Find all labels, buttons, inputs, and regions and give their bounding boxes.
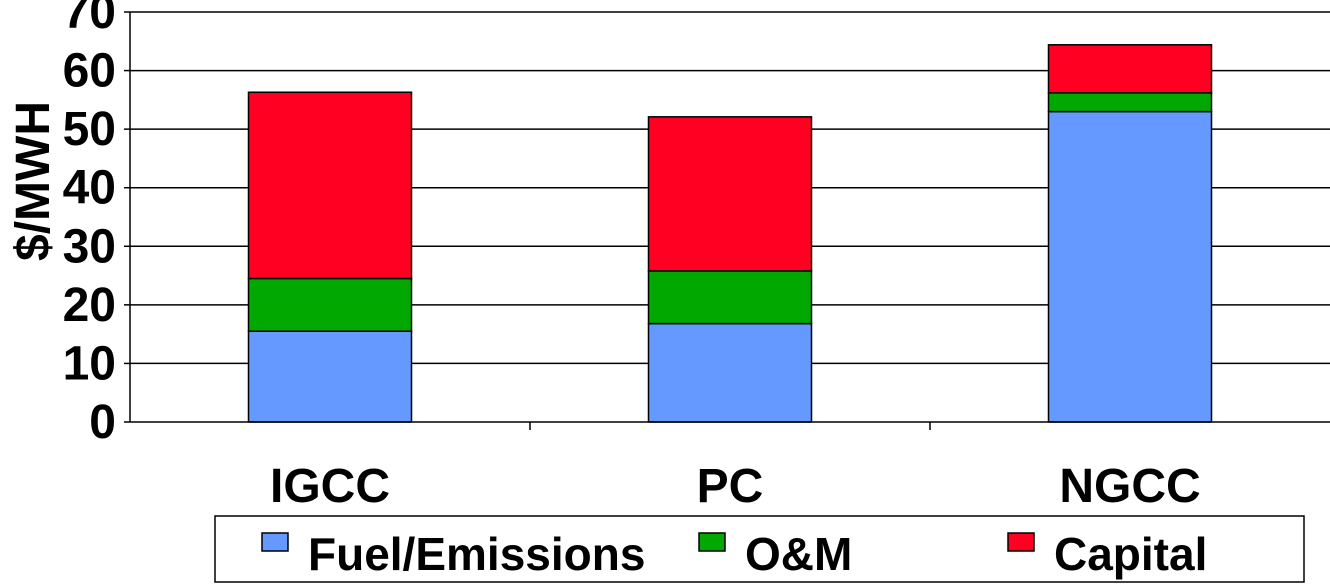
x-tick-label: IGCC (270, 460, 390, 513)
legend-label: O&M (745, 528, 852, 580)
bar-segment (247, 91, 413, 280)
bar-segment (647, 116, 813, 272)
bars (247, 44, 1213, 423)
x-tick-label: PC (697, 460, 764, 513)
legend-label: Fuel/Emissions (308, 528, 645, 580)
bar-segment (247, 277, 413, 332)
y-axis-title: $/MWH (7, 101, 60, 261)
y-tick-label: 40 (63, 162, 116, 215)
legend: Fuel/Emissions O&M Capital (214, 515, 1305, 583)
legend-label: Capital (1054, 528, 1207, 580)
bar-segment (1047, 44, 1213, 94)
y-tick-label: 10 (63, 337, 116, 390)
bar-segment (647, 322, 813, 423)
y-tick-label: 70 (63, 0, 116, 39)
y-tick-label: 20 (63, 279, 116, 332)
y-tick-label: 50 (63, 103, 116, 156)
y-tick-label: 0 (89, 396, 116, 449)
bar-segment (247, 330, 413, 423)
x-tick-label: NGCC (1059, 460, 1200, 513)
legend-swatch (261, 532, 289, 552)
bar-segment (1047, 92, 1213, 113)
bar-segment (1047, 110, 1213, 423)
bar-segment (647, 270, 813, 325)
legend-swatch (1007, 532, 1035, 552)
y-tick-label: 30 (63, 220, 116, 273)
axes (129, 12, 1330, 430)
y-tick-label: 60 (63, 45, 116, 98)
x-tick-labels: IGCC PC NGCC (270, 460, 1201, 513)
legend-swatch (698, 532, 726, 552)
legend-box (214, 515, 1305, 583)
